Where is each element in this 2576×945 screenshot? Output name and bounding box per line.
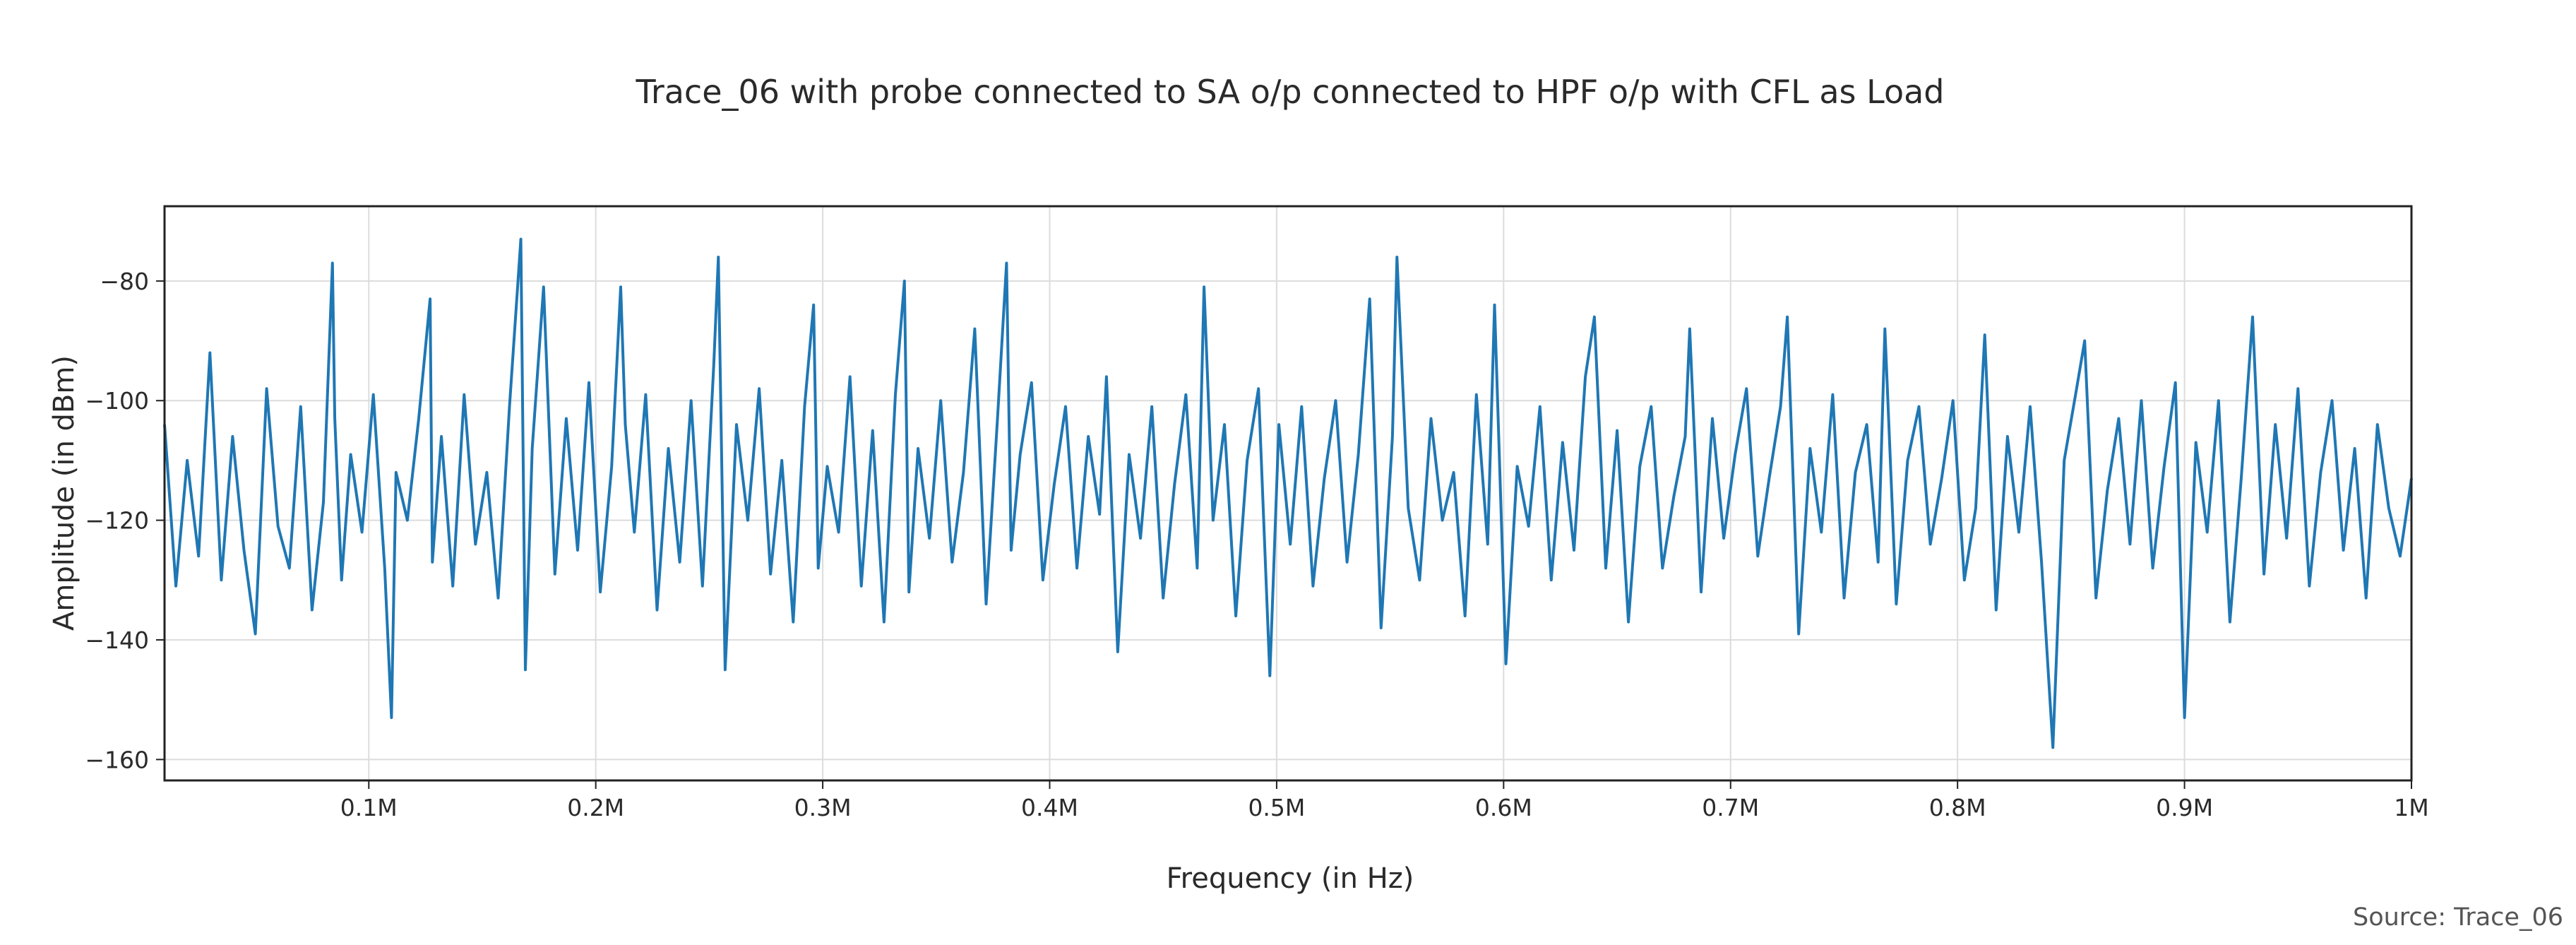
- y-tick-label: −80: [100, 268, 149, 295]
- x-tick-label: 0.4M: [1021, 794, 1078, 821]
- x-axis-title: Frequency (in Hz): [1167, 862, 1414, 895]
- x-tick-label: 0.2M: [567, 794, 624, 821]
- x-tick-label: 1M: [2394, 794, 2428, 821]
- x-axis-ticks: 0.1M 0.2M 0.3M 0.4M 0.5M 0.6M 0.7M 0.8M 0.9M 1M: [340, 780, 2429, 821]
- plot-frame: [163, 205, 2413, 782]
- x-tick-label: 0.1M: [340, 794, 398, 821]
- y-axis-title: Amplitude (in dBm): [48, 355, 80, 631]
- y-tick-label: −160: [85, 746, 149, 773]
- y-tick-label: −120: [85, 507, 149, 535]
- chart-title: Trace_06 with probe connected to SA o/p …: [635, 73, 1944, 111]
- x-tick-label: 0.5M: [1248, 794, 1305, 821]
- series-line-0: [163, 237, 2413, 749]
- x-tick-label: 0.7M: [1702, 794, 1759, 821]
- series-layer: [163, 237, 2413, 749]
- source-note: Source: Trace_06: [2353, 903, 2563, 932]
- x-tick-label: 0.8M: [1929, 794, 1986, 821]
- x-tick-label: 0.3M: [794, 794, 852, 821]
- x-tick-label: 0.6M: [1475, 794, 1532, 821]
- x-tick-label: 0.9M: [2156, 794, 2213, 821]
- y-tick-label: −140: [85, 626, 149, 654]
- y-axis-ticks: −80 −100 −120 −140 −160: [85, 268, 165, 773]
- y-tick-label: −100: [85, 387, 149, 415]
